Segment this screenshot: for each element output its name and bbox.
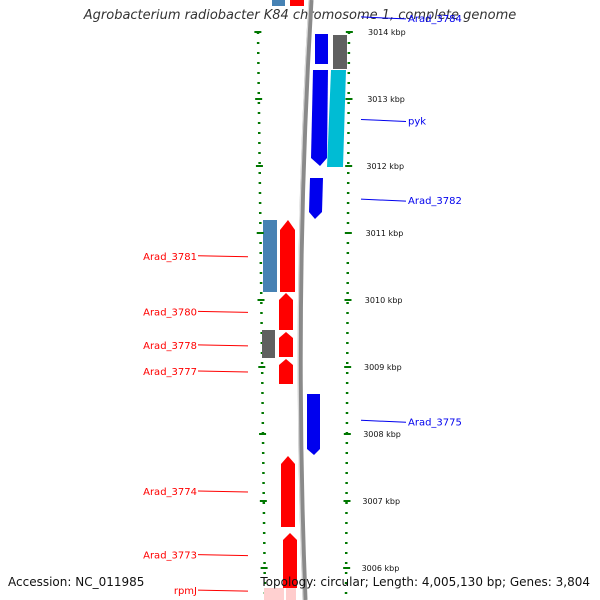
- gene-label-leader: [197, 255, 249, 258]
- gene-label[interactable]: Arad_3781: [143, 252, 197, 263]
- gene-arad-3781[interactable]: [280, 220, 295, 292]
- kbp-tick-label: 3012 kbp: [366, 162, 404, 171]
- left-tick-track: [256, 31, 267, 600]
- feature-steelblue-block: [263, 220, 277, 292]
- gene-label[interactable]: Arad_3780: [143, 307, 197, 318]
- gene-label[interactable]: pyk: [408, 116, 426, 127]
- gene-label-leader: [197, 490, 249, 493]
- gene-arad-3780[interactable]: [279, 293, 293, 330]
- gene-label-leader: [197, 370, 249, 373]
- gene-label-leader: [360, 419, 407, 423]
- feature-cyan-block: [327, 70, 346, 167]
- gene-label-leader: [360, 198, 407, 202]
- genome-title: Agrobacterium radiobacter K84 chromosome…: [83, 8, 517, 23]
- kbp-tick-label: 3008 kbp: [363, 430, 401, 439]
- gene-label[interactable]: Arad_3773: [143, 551, 197, 562]
- gene-arad-3784[interactable]: [315, 34, 328, 64]
- feature-gray-block-left: [262, 330, 275, 358]
- feature-pink-block: [264, 588, 284, 600]
- gene-rpmj[interactable]: [286, 588, 296, 600]
- kbp-tick-label: 3006 kbp: [362, 564, 400, 573]
- kbp-tick-label: 3013 kbp: [367, 95, 405, 104]
- gene-arad-3778[interactable]: [279, 332, 293, 357]
- gene-pyk[interactable]: [311, 70, 328, 166]
- kbp-tick-label: 3007 kbp: [362, 497, 400, 506]
- kbp-tick-layer: 3014 kbp 3013 kbp 3012 kbp 3011 kbp 3010 kbp…: [254, 28, 406, 573]
- gene-arad-3773[interactable]: [283, 533, 297, 588]
- right-tick-track: [344, 31, 351, 600]
- gene-label-leader: [197, 310, 249, 313]
- kbp-tick-label: 3010 kbp: [365, 296, 403, 305]
- gene-label-leader: [197, 554, 249, 557]
- partial-gene-block: [290, 0, 304, 6]
- backbone-highlight: [297, 0, 310, 600]
- backbone-arc: [297, 0, 314, 600]
- gene-label-leader: [197, 589, 249, 592]
- gene-label[interactable]: Arad_3774: [143, 487, 197, 498]
- topology-text: Topology: circular; Length: 4,005,130 bp…: [260, 575, 590, 589]
- kbp-tick-label: 3009 kbp: [364, 363, 402, 372]
- gene-arad-3782[interactable]: [309, 178, 323, 219]
- gene-label[interactable]: Arad_3777: [143, 367, 197, 378]
- gene-label[interactable]: Arad_3782: [408, 196, 462, 207]
- gene-label[interactable]: Arad_3778: [143, 341, 197, 352]
- gene-arad-3775[interactable]: [307, 394, 320, 455]
- feature-gray-block: [333, 35, 347, 69]
- kbp-tick-label: 3011 kbp: [366, 229, 404, 238]
- gene-arad-3774[interactable]: [281, 456, 295, 527]
- gene-label-leader: [360, 16, 407, 20]
- gene-label-leader: [197, 344, 249, 347]
- gene-label-leader: [360, 118, 407, 122]
- kbp-tick-label: 3014 kbp: [368, 28, 406, 37]
- gene-label[interactable]: rpmJ: [174, 586, 197, 597]
- gene-label[interactable]: Arad_3784: [408, 14, 462, 25]
- partial-gene-block: [272, 0, 285, 6]
- gene-label[interactable]: Arad_3775: [408, 417, 462, 428]
- accession-text: Accession: NC_011985: [8, 575, 145, 589]
- gene-arad-3777[interactable]: [279, 359, 293, 384]
